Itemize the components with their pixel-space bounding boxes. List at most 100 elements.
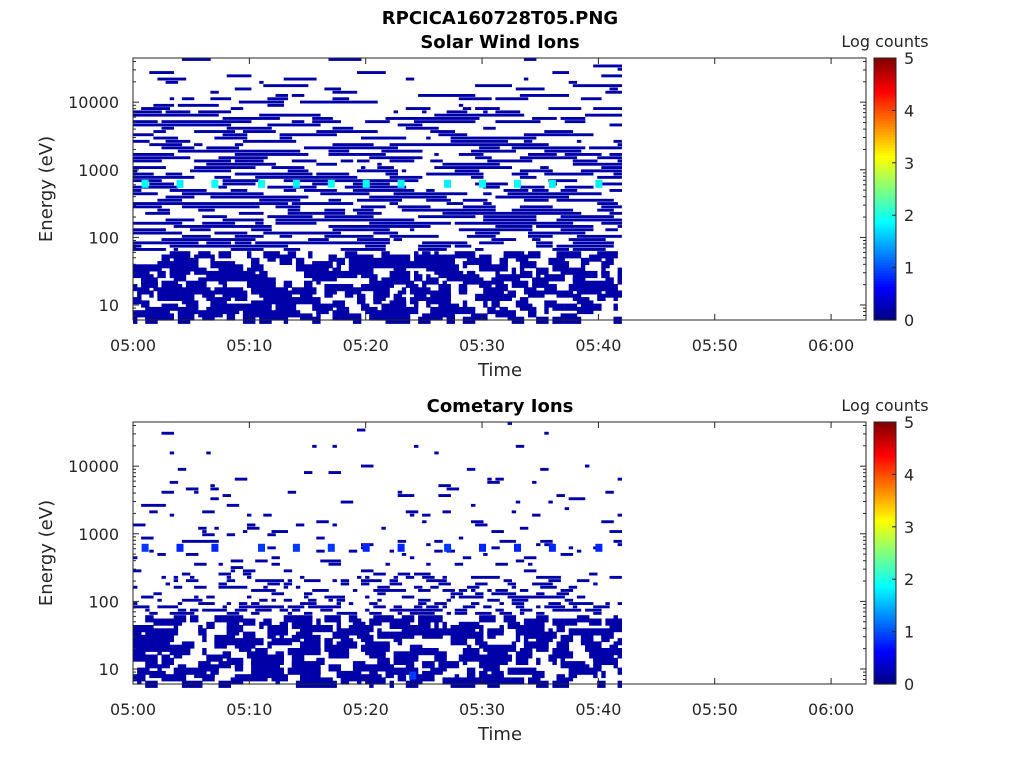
- colorbar-segment: [874, 505, 896, 510]
- heatmap-cell: [548, 628, 553, 636]
- heatmap-cell: [523, 136, 537, 140]
- heatmap-cell: [466, 667, 476, 675]
- colorbar-segment: [874, 605, 896, 609]
- heatmap-cell: [536, 251, 541, 259]
- colorbar-segment: [874, 183, 896, 187]
- heatmap-cell: [361, 153, 366, 156]
- heatmap-cell: [279, 530, 288, 533]
- colorbar-segment: [874, 207, 896, 211]
- heatmap-cell: [263, 84, 284, 88]
- heatmap-cell: [438, 664, 447, 672]
- heatmap-cell: [336, 146, 370, 150]
- heatmap-cell: [133, 631, 138, 639]
- colorbar-segment: [874, 479, 896, 483]
- heatmap-cell: [523, 198, 549, 202]
- plot-area-frame: [132, 421, 867, 685]
- heatmap-cell: [580, 257, 590, 265]
- heatmap-cell: [287, 175, 317, 179]
- heatmap-cell: [373, 225, 378, 228]
- colorbar-segment: [874, 597, 896, 601]
- heatmap-cell: [210, 602, 215, 605]
- heatmap-cell: [316, 589, 329, 592]
- heatmap-cell: [251, 611, 260, 615]
- heatmap-cell: [373, 605, 386, 609]
- heatmap-cell: [519, 280, 529, 288]
- heatmap-cell: [385, 238, 390, 241]
- heatmap-cell: [161, 120, 195, 124]
- heatmap-cell: [540, 290, 545, 298]
- heatmap-cell: [515, 218, 521, 222]
- heatmap-cell: [365, 625, 370, 633]
- heatmap-cell: [133, 651, 138, 659]
- heatmap-cell: [295, 615, 301, 623]
- heatmap-cell: [169, 644, 179, 652]
- colorbar-segment: [874, 471, 896, 475]
- heatmap-cell: [462, 107, 472, 110]
- heatmap-cell: [300, 602, 313, 605]
- heatmap-cell: [585, 602, 594, 605]
- heatmap-cell: [589, 651, 594, 659]
- heatmap-cell: [369, 221, 386, 225]
- heatmap-cell: [251, 153, 280, 156]
- heatmap-cell: [226, 251, 232, 259]
- heatmap-cell: [340, 159, 354, 163]
- heatmap-cell: [377, 179, 382, 183]
- heatmap-cell: [145, 661, 158, 669]
- heatmap-cell: [495, 195, 529, 199]
- heatmap-cell: [161, 303, 166, 311]
- heatmap-cell: [617, 543, 622, 547]
- heatmap-cell: [283, 248, 289, 251]
- heatmap-cell: [251, 264, 264, 272]
- heatmap-cell: [507, 149, 516, 153]
- heatmap-cell: [295, 585, 301, 589]
- heatmap-cell: [572, 198, 590, 202]
- heatmap-cell: [462, 261, 468, 269]
- heatmap-cell: [141, 523, 146, 527]
- heatmap-cell: [214, 654, 223, 662]
- heatmap-cell: [471, 654, 484, 662]
- heatmap-cell: [336, 192, 370, 196]
- colorbar-segment: [874, 58, 896, 62]
- heatmap-cell: [450, 595, 455, 599]
- x-tick-label: 05:10: [226, 700, 272, 719]
- heatmap-cell: [194, 143, 203, 147]
- heatmap-cell: [479, 625, 484, 633]
- heatmap-cell: [438, 133, 443, 137]
- heatmap-cell: [519, 270, 533, 279]
- heatmap-cell: [141, 595, 154, 599]
- heatmap-cell: [418, 602, 427, 605]
- heatmap-cell: [133, 156, 162, 160]
- heatmap-cell: [190, 123, 195, 127]
- heatmap-cell: [442, 677, 455, 685]
- heatmap-cell: [242, 225, 272, 228]
- colorbar-segment: [874, 196, 896, 201]
- heatmap-cell: [145, 306, 154, 315]
- heatmap-cell: [503, 189, 521, 192]
- heatmap-cell: [304, 592, 313, 596]
- heatmap-cell: [414, 444, 419, 448]
- heatmap-cell: [324, 595, 337, 599]
- heatmap-cell: [450, 166, 459, 169]
- colorbar-segment: [874, 453, 896, 457]
- colorbar-segment: [874, 450, 896, 455]
- heatmap-cell: [267, 123, 289, 127]
- heatmap-cell: [267, 97, 289, 101]
- heatmap-cell: [145, 634, 150, 643]
- colorbar-segment: [874, 432, 896, 436]
- heatmap-cell: [487, 306, 496, 315]
- heatmap-cell: [202, 510, 215, 514]
- heatmap-cell: [242, 631, 256, 639]
- heatmap-cell: [393, 575, 398, 579]
- heatmap-cell: [238, 602, 248, 605]
- heatmap-cell: [483, 182, 508, 186]
- heatmap-cell: [442, 162, 476, 166]
- heatmap-cell: [287, 149, 301, 153]
- heatmap-cell: [312, 303, 321, 311]
- heatmap-cell: [181, 611, 195, 615]
- heatmap-cell: [137, 667, 150, 675]
- heatmap-cell: [544, 274, 553, 282]
- heatmap-cell: [161, 126, 174, 130]
- heatmap-cell: [279, 234, 288, 238]
- colorbar-segment: [874, 170, 896, 174]
